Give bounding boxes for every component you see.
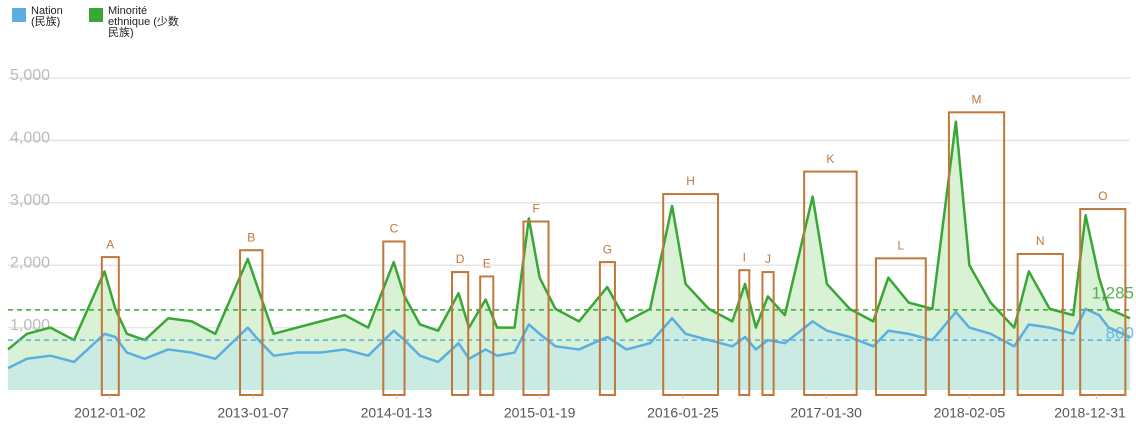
- area: [8, 121, 1130, 391]
- annotation-box: [803, 170, 858, 396]
- legend-swatch: [89, 8, 103, 22]
- annotation-box: [761, 271, 775, 396]
- legend-swatch: [12, 8, 26, 22]
- annotation-box: [522, 220, 550, 396]
- x-tick-label: 2016-01-25: [647, 405, 719, 421]
- annotation-label: G: [603, 242, 612, 256]
- annotation-box: [662, 193, 720, 396]
- annotation-box: [1016, 252, 1064, 396]
- annotation-label: I: [743, 250, 746, 264]
- annotation-box: [947, 111, 1006, 396]
- x-tick-label: 2018-02-05: [934, 405, 1006, 421]
- legend-label: Minorité ethnique (少数民族): [108, 5, 179, 39]
- annotation-box: [598, 261, 616, 396]
- annotation-label: M: [972, 92, 982, 106]
- legend-label: Nation (民族): [31, 5, 63, 28]
- annotation-label: D: [456, 252, 465, 266]
- annotation-label: B: [247, 230, 255, 244]
- annotation-box: [874, 257, 927, 396]
- legend: Nation (民族) Minorité ethnique (少数民族): [12, 6, 188, 39]
- annotation-label: K: [826, 152, 834, 166]
- annotation-label: H: [686, 174, 695, 188]
- annotation-label: J: [765, 252, 771, 266]
- y-tick-label: 5,000: [10, 67, 50, 84]
- y-tick-label: 3,000: [10, 192, 50, 209]
- annotation-box: [479, 275, 495, 397]
- annotation-label: L: [898, 239, 905, 253]
- annotation-label: F: [532, 202, 539, 216]
- annotation-label: C: [390, 222, 399, 236]
- annotation-box: [239, 249, 264, 396]
- x-tick-label: 2018-12-31: [1054, 405, 1126, 421]
- reference-label: 800: [1106, 324, 1134, 343]
- annotation-box: [451, 271, 470, 396]
- reference-label: 1,285: [1091, 283, 1134, 302]
- x-tick-label: 2014-01-13: [361, 405, 433, 421]
- annotation-label: A: [106, 237, 114, 251]
- annotation-label: O: [1098, 189, 1107, 203]
- annotation-box: [382, 240, 406, 396]
- legend-item: Minorité ethnique (少数民族): [89, 6, 188, 39]
- legend-item: Nation (民族): [12, 6, 75, 39]
- y-tick-label: 4,000: [10, 130, 50, 147]
- series-line: [7, 307, 1131, 370]
- x-tick-label: 2013-01-07: [217, 405, 289, 421]
- x-tick-label: 2015-01-19: [504, 405, 576, 421]
- x-tick-label: 2012-01-02: [74, 405, 146, 421]
- annotation-label: N: [1036, 234, 1045, 248]
- area: [8, 308, 1130, 390]
- series-line: [7, 120, 1131, 351]
- y-tick-label: 2,000: [10, 254, 50, 271]
- x-tick-label: 2017-01-30: [790, 405, 862, 421]
- annotation-box: [738, 269, 751, 396]
- annotation-box: [1079, 208, 1127, 396]
- annotation-label: E: [483, 257, 491, 271]
